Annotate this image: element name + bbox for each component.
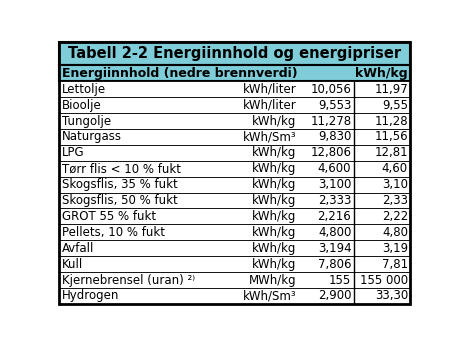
Text: kWh/liter: kWh/liter — [242, 98, 296, 111]
Text: 2,900: 2,900 — [318, 289, 351, 302]
Text: Skogsflis, 50 % fukt: Skogsflis, 50 % fukt — [61, 194, 177, 207]
Text: Avfall: Avfall — [61, 242, 94, 255]
Bar — [59, 81, 410, 97]
Text: kWh/kg: kWh/kg — [252, 115, 296, 128]
Bar — [59, 256, 410, 272]
Text: 2,33: 2,33 — [382, 194, 408, 207]
Text: 11,278: 11,278 — [310, 115, 351, 128]
Text: Tungolje: Tungolje — [61, 115, 111, 128]
Text: 12,806: 12,806 — [311, 146, 351, 159]
Text: 9,830: 9,830 — [318, 130, 351, 143]
Bar — [59, 209, 410, 224]
Text: kWh/kg: kWh/kg — [252, 178, 296, 191]
Text: 3,10: 3,10 — [382, 178, 408, 191]
Text: kWh/Sm³: kWh/Sm³ — [243, 289, 296, 302]
Text: 2,22: 2,22 — [382, 210, 408, 223]
Bar — [59, 240, 410, 256]
Text: Kjernebrensel (uran) ²⁾: Kjernebrensel (uran) ²⁾ — [61, 274, 195, 287]
Bar — [59, 193, 410, 209]
Text: Skogsflis, 35 % fukt: Skogsflis, 35 % fukt — [61, 178, 177, 191]
Text: 11,97: 11,97 — [374, 83, 408, 96]
Bar — [59, 145, 410, 161]
Text: kWh/kg: kWh/kg — [252, 226, 296, 239]
Bar — [59, 65, 410, 81]
Text: Lettolje: Lettolje — [61, 83, 106, 96]
Text: 4,60: 4,60 — [382, 162, 408, 175]
Bar — [59, 177, 410, 193]
Text: kWh/kg: kWh/kg — [252, 242, 296, 255]
Text: MWh/kg: MWh/kg — [249, 274, 296, 287]
Text: 7,806: 7,806 — [318, 258, 351, 271]
Text: kWh/kg: kWh/kg — [355, 67, 408, 80]
Text: 10,056: 10,056 — [311, 83, 351, 96]
Text: Naturgass: Naturgass — [61, 130, 121, 143]
Bar — [59, 129, 410, 145]
Text: 4,800: 4,800 — [318, 226, 351, 239]
Text: kWh/kg: kWh/kg — [252, 162, 296, 175]
Text: 2,216: 2,216 — [317, 210, 351, 223]
Bar — [59, 161, 410, 177]
Text: 33,30: 33,30 — [375, 289, 408, 302]
Text: kWh/liter: kWh/liter — [242, 83, 296, 96]
Text: Pellets, 10 % fukt: Pellets, 10 % fukt — [61, 226, 164, 239]
Bar — [59, 224, 410, 240]
Text: 7,81: 7,81 — [382, 258, 408, 271]
Bar — [59, 97, 410, 113]
Text: 3,19: 3,19 — [382, 242, 408, 255]
Bar — [59, 288, 410, 304]
Text: 2,333: 2,333 — [318, 194, 351, 207]
Bar — [59, 42, 410, 65]
Text: Bioolje: Bioolje — [61, 98, 101, 111]
Text: kWh/kg: kWh/kg — [252, 210, 296, 223]
Text: Tabell 2-2 Energiinnhold og energipriser: Tabell 2-2 Energiinnhold og energipriser — [68, 46, 401, 61]
Text: Hydrogen: Hydrogen — [61, 289, 119, 302]
Text: 11,56: 11,56 — [374, 130, 408, 143]
Text: 11,28: 11,28 — [374, 115, 408, 128]
Text: 3,194: 3,194 — [318, 242, 351, 255]
Text: 155 000: 155 000 — [360, 274, 408, 287]
Text: 9,55: 9,55 — [382, 98, 408, 111]
Text: LPG: LPG — [61, 146, 84, 159]
Text: kWh/kg: kWh/kg — [252, 194, 296, 207]
Text: Energiinnhold (nedre brennverdi): Energiinnhold (nedre brennverdi) — [61, 67, 297, 80]
Text: 3,100: 3,100 — [318, 178, 351, 191]
Text: Kull: Kull — [61, 258, 83, 271]
Text: GROT 55 % fukt: GROT 55 % fukt — [61, 210, 156, 223]
Bar — [59, 272, 410, 288]
Text: 12,81: 12,81 — [374, 146, 408, 159]
Text: kWh/kg: kWh/kg — [252, 146, 296, 159]
Text: 4,600: 4,600 — [318, 162, 351, 175]
Text: kWh/Sm³: kWh/Sm³ — [243, 130, 296, 143]
Bar — [59, 113, 410, 129]
Text: 155: 155 — [329, 274, 351, 287]
Text: 4,80: 4,80 — [382, 226, 408, 239]
Text: kWh/kg: kWh/kg — [252, 258, 296, 271]
Text: Tørr flis < 10 % fukt: Tørr flis < 10 % fukt — [61, 162, 180, 175]
Text: 9,553: 9,553 — [318, 98, 351, 111]
